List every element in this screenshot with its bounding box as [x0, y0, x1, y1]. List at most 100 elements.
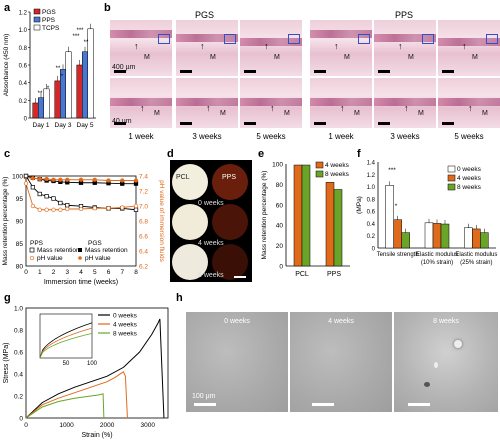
- tissue-band: [374, 34, 436, 42]
- scale-bar: [314, 122, 326, 125]
- scale-bar: [114, 70, 126, 73]
- significance-marker: **: [84, 40, 89, 46]
- data-point: [78, 206, 84, 212]
- significance-marker: ***: [388, 167, 396, 174]
- legend-label: 4 weeks: [113, 322, 138, 329]
- legend-label: Mass retention: [85, 247, 128, 254]
- implant-marker: M: [210, 54, 216, 61]
- inset-frame: [39, 313, 93, 359]
- photo-label-pcl: PCL: [176, 174, 190, 181]
- data-point: [120, 205, 125, 210]
- disc-pcl-0: [172, 164, 208, 200]
- x-tick-label: 6: [107, 269, 111, 276]
- inset-line: [39, 332, 93, 359]
- y-tick-label: 0.4: [19, 81, 28, 87]
- photo-scale-bar: [234, 276, 246, 278]
- bar: [43, 88, 50, 119]
- panel-letter-d: d: [167, 148, 174, 160]
- legend-marker: [29, 247, 35, 253]
- panel-letter-a: a: [4, 2, 11, 14]
- tissue-band: [240, 38, 302, 46]
- significance-marker: *: [61, 74, 64, 80]
- significance-marker: **: [38, 91, 43, 97]
- x-axis-label: Immersion time (weeks): [44, 279, 118, 286]
- panel-letter-h: h: [176, 292, 183, 304]
- bar: [301, 164, 311, 267]
- histology-image-top-5: M ↑: [438, 20, 500, 76]
- y-tick-label: 0.8: [14, 328, 23, 335]
- implant-marker: M: [220, 110, 226, 117]
- inset-tick-label: 50: [63, 361, 70, 367]
- legend-group: PPS: [30, 240, 44, 247]
- bar: [293, 164, 303, 267]
- photo-row-label-0: 0 weeks: [198, 200, 224, 207]
- arrow-icon: ↑: [140, 103, 145, 113]
- bar: [464, 227, 473, 249]
- series-line: [25, 318, 165, 419]
- legend-label: 0 weeks: [457, 166, 482, 173]
- disc-pps-4: [212, 204, 248, 240]
- data-point: [133, 207, 139, 212]
- disc-pcl-8: [172, 244, 208, 280]
- legend-label: TCPS: [42, 25, 60, 32]
- disc-pps-0: [212, 164, 248, 200]
- x-tick-label: 7: [120, 269, 124, 276]
- data-point: [133, 203, 139, 209]
- legend-marker: [78, 256, 82, 260]
- data-point: [58, 207, 63, 212]
- data-point: [120, 178, 125, 183]
- data-point: [23, 173, 29, 179]
- data-point: [37, 176, 42, 182]
- y2-tick-label: 6.2: [139, 264, 148, 271]
- data-point: [37, 191, 42, 197]
- inset-line: [39, 327, 93, 359]
- histology-image-bottom-2: M ↑: [240, 78, 302, 128]
- histology-image-top-2: M ↑: [240, 20, 302, 76]
- y-tick-label: 1.2: [19, 11, 28, 17]
- data-point: [37, 207, 42, 212]
- scale-bar: [244, 70, 256, 73]
- chart-e: 0 20 40 60 80 100 Mass retention percentage (%…: [261, 162, 350, 278]
- y-axis-label: Stress (MPa): [3, 343, 10, 384]
- data-point: [78, 177, 84, 182]
- sem-image-0: 0 weeks 100 µm: [186, 312, 288, 412]
- sem-image-2: 8 weeks: [394, 312, 498, 412]
- significance-marker: ***: [76, 28, 84, 34]
- y-tick-label: 60: [276, 202, 284, 209]
- data-point: [58, 200, 63, 206]
- arrow-icon: ↑: [404, 103, 409, 113]
- data-point: [44, 176, 49, 182]
- y-tick-label: 0.2: [367, 234, 376, 240]
- bar: [54, 80, 61, 119]
- legend-label: pH value: [37, 255, 63, 262]
- implant-marker: M: [284, 110, 290, 117]
- tissue-band: [438, 98, 500, 106]
- x-tick-label: 1: [38, 269, 42, 276]
- scale-bar: [244, 122, 256, 125]
- data-point: [92, 177, 97, 182]
- sample-photos: PCL PPS 0 weeks 4 weeks 8 weeks: [170, 160, 252, 282]
- arrow-icon: ↑: [200, 41, 205, 51]
- photo-row-label-8: 8 weeks: [198, 272, 224, 279]
- y-axis-label: Absorbance (450 nm): [3, 34, 10, 97]
- data-point: [65, 203, 70, 208]
- bar: [32, 102, 39, 119]
- histology-column-label: 5 weeks: [256, 132, 286, 141]
- data-point: [92, 206, 97, 211]
- y-axis-label: Mass retention percentage (%): [261, 171, 268, 260]
- x-tick-label: Day 3: [55, 122, 72, 129]
- x-tick-label: Day 1: [33, 122, 50, 129]
- data-point: [133, 178, 139, 183]
- tissue-band: [110, 98, 172, 106]
- chart-a: 0 0.2 0.4 0.6 0.8 1.0 1.2 Absorbance (450 nm) Da…: [3, 8, 96, 129]
- scale-bar: [314, 70, 326, 73]
- implant-marker: M: [472, 54, 478, 61]
- data-point: [51, 177, 56, 182]
- bar: [472, 228, 481, 249]
- legend-swatch: [33, 8, 41, 15]
- y-tick-label: 0.6: [14, 350, 23, 357]
- x-tick-label: 5: [93, 269, 97, 276]
- series-line: [25, 371, 128, 419]
- y-tick-label: 0: [24, 117, 28, 123]
- y-tick-label: 85: [16, 241, 24, 248]
